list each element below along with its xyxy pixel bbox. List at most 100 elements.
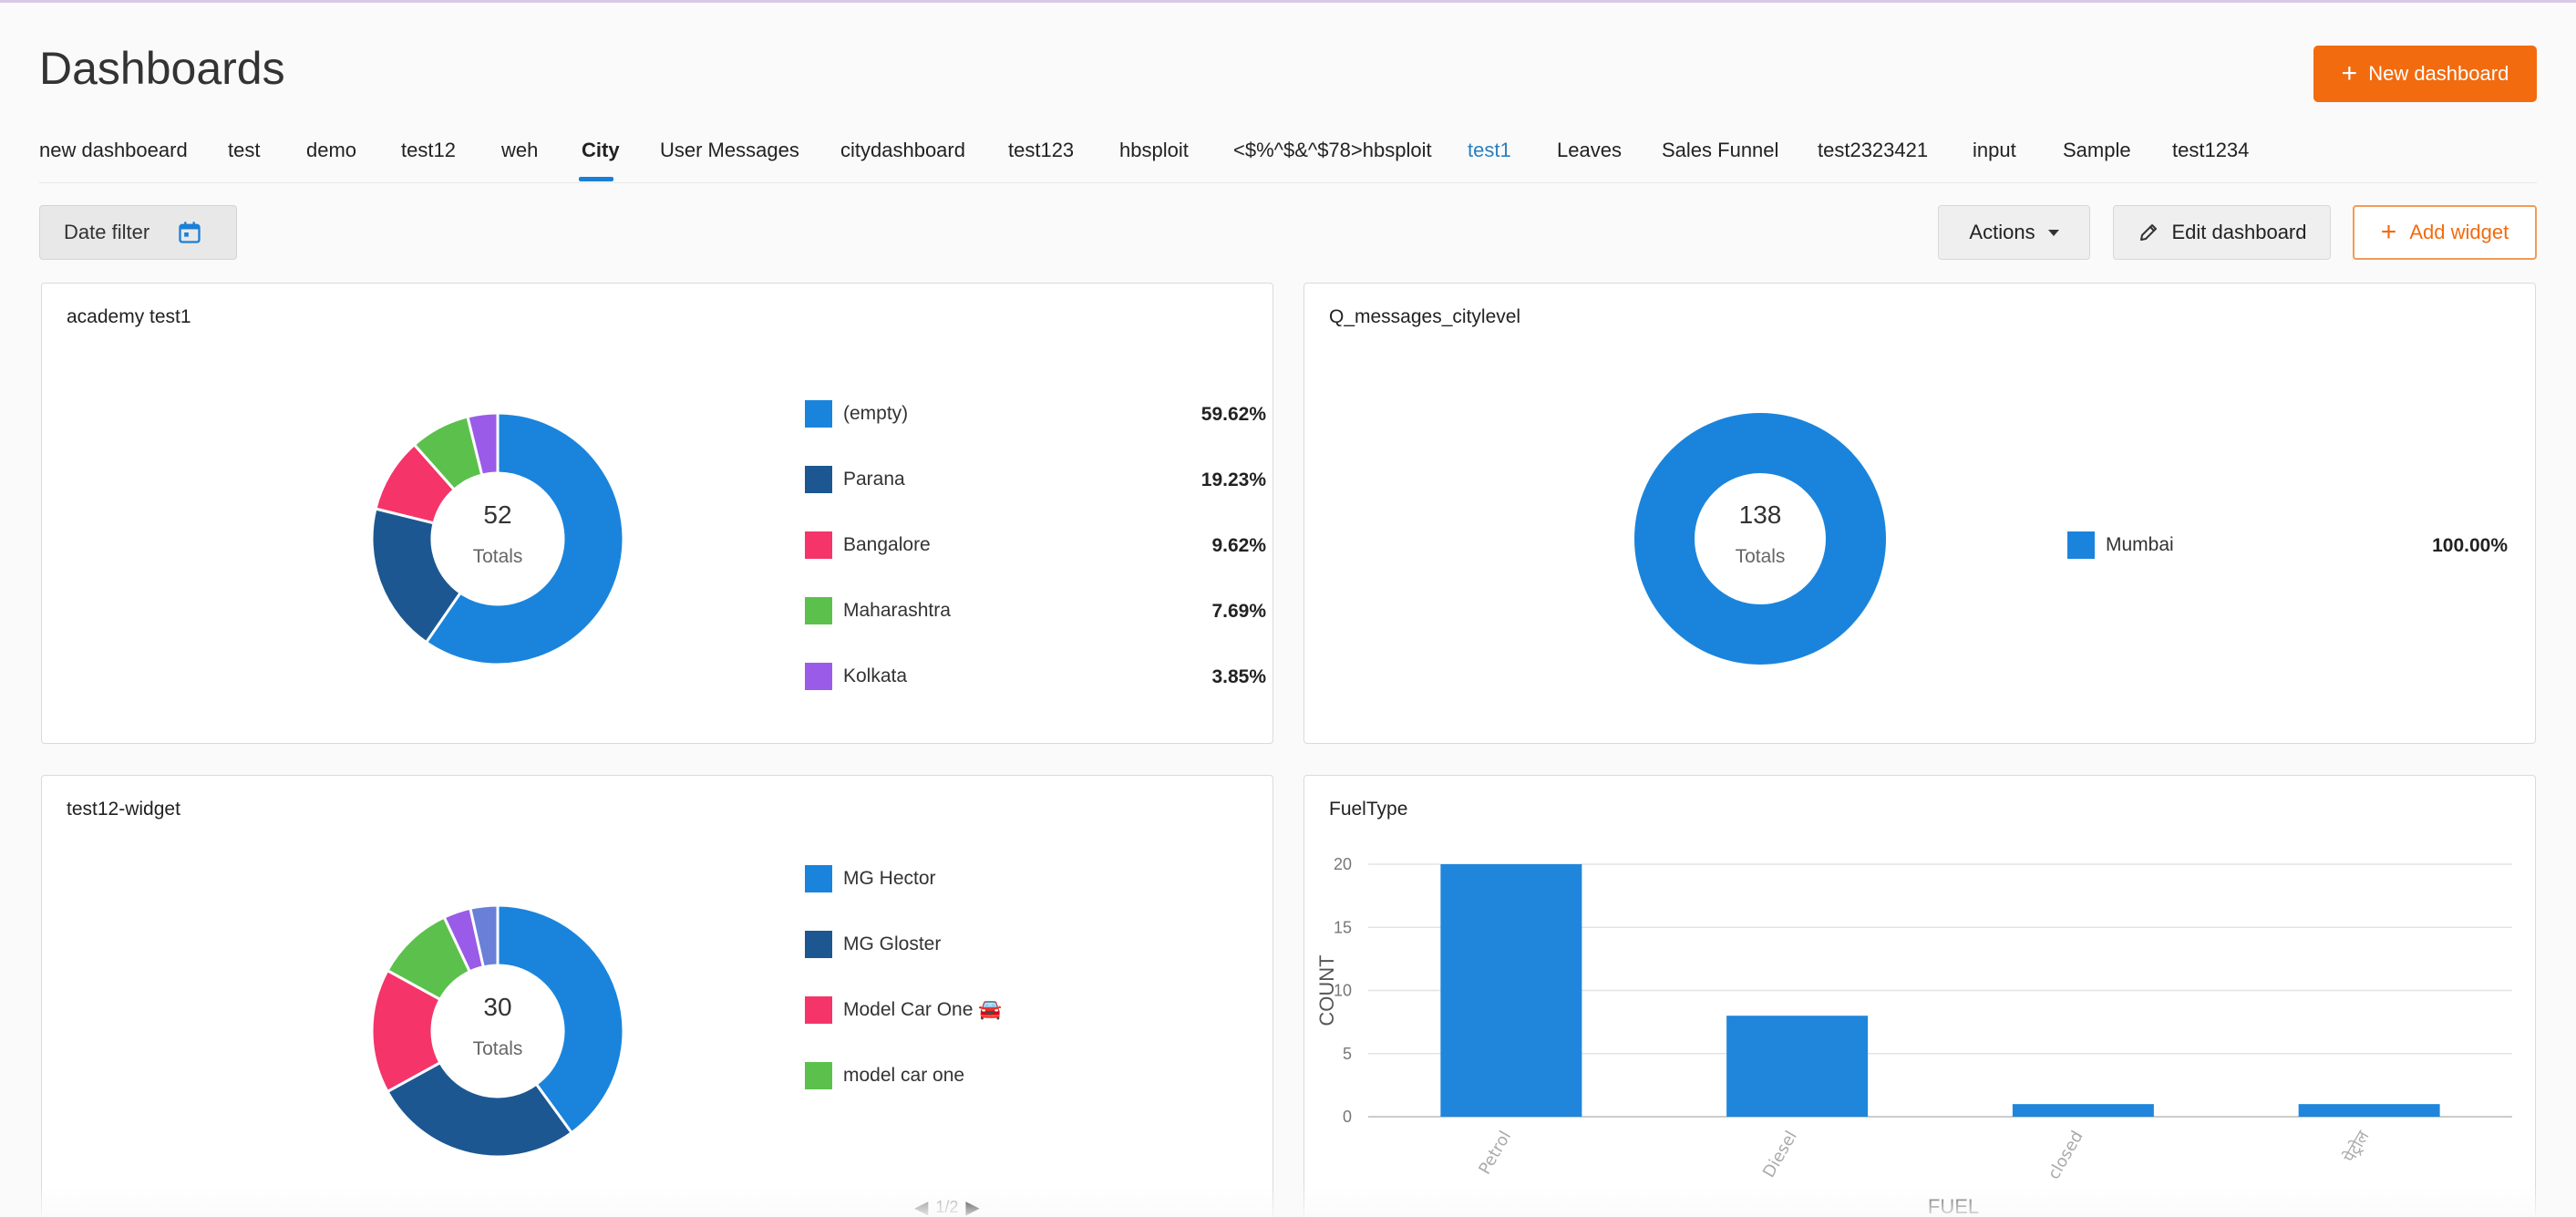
widget-title: FuelType xyxy=(1329,799,1408,820)
tab-weh[interactable]: weh xyxy=(501,139,539,161)
legend-percent: 100.00% xyxy=(2432,535,2508,556)
legend-item[interactable]: MG Gloster xyxy=(805,931,941,958)
legend-item[interactable]: Model Car One 🚘 xyxy=(805,996,1002,1024)
legend-swatch xyxy=(805,996,832,1024)
donut-total: 138 xyxy=(1738,500,1782,529)
donut-slice-0[interactable] xyxy=(496,903,625,1135)
tab-test[interactable]: test xyxy=(228,139,261,161)
legend-swatch xyxy=(805,466,832,493)
legend-item[interactable]: Mumbai xyxy=(2067,531,2174,559)
donut-slice-0[interactable] xyxy=(1634,413,1886,665)
plus-icon: + xyxy=(2341,58,2358,88)
tab-hbsploit-special[interactable]: <$%^$&^$78>hbsploit xyxy=(1233,139,1432,161)
top-accent-line xyxy=(0,0,2576,3)
donut-center: 52 Totals xyxy=(443,500,552,568)
legend-item[interactable]: Parana xyxy=(805,466,905,493)
tab-test123[interactable]: test123 xyxy=(1008,139,1075,161)
bar-पेट्रोल[interactable] xyxy=(2298,1104,2440,1117)
widget-title: academy test1 xyxy=(67,306,191,327)
legend-item[interactable]: (empty) xyxy=(805,400,908,428)
legend-label: Bangalore xyxy=(843,534,931,555)
y-tick-label: 15 xyxy=(1334,918,1352,936)
donut-slice-1[interactable] xyxy=(386,1060,574,1159)
tab-citydashboard[interactable]: citydashboard xyxy=(840,139,965,161)
new-dashboard-button[interactable]: + New dashboard xyxy=(2313,46,2537,102)
tab-test1234[interactable]: test1234 xyxy=(2172,139,2250,161)
bar-closed[interactable] xyxy=(2012,1104,2154,1117)
x-axis-label: FUEL xyxy=(1928,1195,1979,1217)
tab-input[interactable]: input xyxy=(1973,139,2016,161)
x-tick-label: पेट्रोल xyxy=(2339,1127,2374,1166)
pager-next-icon[interactable]: ▶ xyxy=(965,1198,980,1217)
x-tick-label: Petrol xyxy=(1475,1128,1515,1178)
active-tab-indicator xyxy=(579,177,613,181)
y-tick-label: 20 xyxy=(1334,855,1352,873)
legend-item[interactable]: Maharashtra xyxy=(805,597,951,624)
widget-test12: test12-widget 30 Totals MG Hector MG Glo… xyxy=(41,775,1273,1217)
legend-swatch xyxy=(805,531,832,559)
legend-item[interactable]: MG Hector xyxy=(805,865,936,892)
y-tick-label: 0 xyxy=(1343,1108,1352,1126)
donut-slice-0[interactable] xyxy=(424,411,625,666)
legend-label: MG Gloster xyxy=(843,933,942,954)
donut-total-label: Totals xyxy=(472,546,523,567)
tab-new-dashboeard[interactable]: new dashboeard xyxy=(39,139,188,161)
y-tick-label: 10 xyxy=(1334,982,1352,1000)
donut-slice-5[interactable] xyxy=(469,903,500,969)
bar-Diesel[interactable] xyxy=(1726,1016,1869,1117)
donut-center: 138 Totals xyxy=(1705,500,1815,568)
tab-city[interactable]: City xyxy=(582,139,620,161)
tab-leaves[interactable]: Leaves xyxy=(1557,139,1622,161)
tab-user-messages[interactable]: User Messages xyxy=(660,139,799,161)
donut-slice-4[interactable] xyxy=(466,411,500,477)
page-title: Dashboards xyxy=(39,43,285,94)
add-widget-button[interactable]: + Add widget xyxy=(2353,205,2537,260)
legend-label: (empty) xyxy=(843,403,909,424)
legend-item[interactable]: Kolkata xyxy=(805,663,907,690)
legend-percent: 3.85% xyxy=(1211,666,1266,687)
dashboard-tabs: new dashboeard test demo test12 weh City… xyxy=(39,128,2537,182)
widget-title: Q_messages_citylevel xyxy=(1329,306,1521,327)
actions-dropdown[interactable]: Actions xyxy=(1938,205,2090,260)
tab-sample[interactable]: Sample xyxy=(2063,139,2131,161)
pager-prev-icon[interactable]: ◀ xyxy=(914,1198,929,1217)
legend-percent: 59.62% xyxy=(1200,404,1266,425)
date-filter-button[interactable]: Date filter xyxy=(39,205,237,260)
legend-swatch xyxy=(805,663,832,690)
pager-count: 1/2 xyxy=(935,1198,959,1216)
legend-swatch xyxy=(805,865,832,892)
widget-fueltype: FuelType 0 5 10 15 20 Petrol Diesel closed पेट्र… xyxy=(1303,775,2536,1217)
bar-chart: 0 5 10 15 20 Petrol Diesel closed पेट्रोल COUNT FU… xyxy=(1315,855,2512,1217)
pencil-icon xyxy=(2139,224,2157,241)
widget-title: test12-widget xyxy=(67,799,180,820)
legend-swatch xyxy=(2067,531,2095,559)
tabs-divider xyxy=(39,182,2537,183)
donut-total-label: Totals xyxy=(472,1038,523,1059)
tab-demo[interactable]: demo xyxy=(306,139,357,161)
legend-item[interactable]: model car one xyxy=(805,1062,964,1089)
donut-slice-1[interactable] xyxy=(370,507,463,645)
legend-item[interactable]: Bangalore xyxy=(805,531,931,559)
legend-label: Model Car One 🚘 xyxy=(843,999,1003,1020)
tab-test2323421[interactable]: test2323421 xyxy=(1818,139,1929,161)
plus-icon: + xyxy=(2380,217,2397,247)
donut-chart xyxy=(370,903,625,1159)
tab-sales-funnel[interactable]: Sales Funnel xyxy=(1662,139,1779,161)
widget-q-messages-citylevel: Q_messages_citylevel 138 Totals Mumbai 1… xyxy=(1303,283,2536,744)
legend-label: Parana xyxy=(843,469,905,490)
legend-percent: 9.62% xyxy=(1211,535,1266,556)
legend-label: model car one xyxy=(843,1065,965,1086)
actions-label: Actions xyxy=(1969,221,2035,243)
legend-label: Mumbai xyxy=(2106,534,2174,555)
add-widget-label: Add widget xyxy=(2409,221,2509,243)
legend-percent: 19.23% xyxy=(1200,469,1266,490)
tab-test12[interactable]: test12 xyxy=(401,139,456,161)
donut-total: 30 xyxy=(483,993,512,1021)
legend-swatch xyxy=(805,931,832,958)
tab-hbsploit[interactable]: hbsploit xyxy=(1119,139,1189,161)
edit-dashboard-button[interactable]: Edit dashboard xyxy=(2113,205,2331,260)
donut-chart xyxy=(370,411,625,666)
tab-test1[interactable]: test1 xyxy=(1468,139,1511,161)
bar-Petrol[interactable] xyxy=(1440,864,1582,1117)
new-dashboard-label: New dashboard xyxy=(2368,62,2509,85)
